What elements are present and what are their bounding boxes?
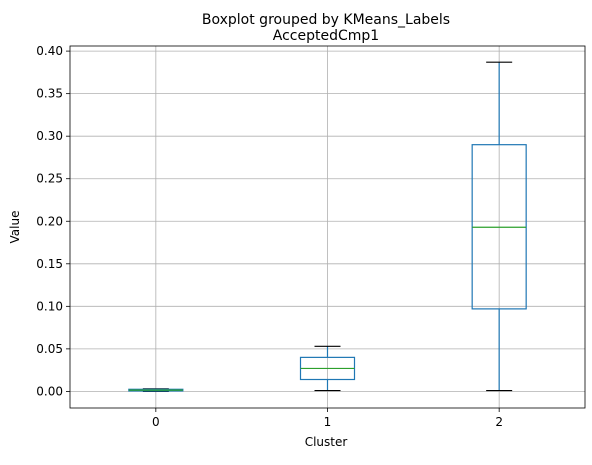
y-axis-ticks: 0.00 0.05 0.10 0.15 0.20 0.25 0.30 0.35 0.40 bbox=[36, 44, 70, 398]
boxes bbox=[128, 61, 527, 393]
x-axis-ticks: 0 1 2 bbox=[152, 408, 503, 429]
y-tick-label: 0.10 bbox=[36, 299, 63, 313]
x-tick-label: 0 bbox=[152, 415, 160, 429]
chart-suptitle: Boxplot grouped by KMeans_Labels bbox=[202, 12, 450, 28]
chart-title: AcceptedCmp1 bbox=[273, 28, 379, 44]
box-2 bbox=[471, 61, 527, 392]
y-tick-label: 0.00 bbox=[36, 384, 63, 398]
box-0 bbox=[128, 388, 184, 393]
x-tick-label: 1 bbox=[324, 415, 332, 429]
x-tick-label: 2 bbox=[495, 415, 503, 429]
y-tick-label: 0.20 bbox=[36, 214, 63, 228]
y-tick-label: 0.40 bbox=[36, 44, 63, 58]
y-tick-label: 0.05 bbox=[36, 342, 63, 356]
y-tick-label: 0.30 bbox=[36, 129, 63, 143]
x-axis-label: Cluster bbox=[305, 435, 348, 449]
y-tick-label: 0.35 bbox=[36, 87, 63, 101]
y-axis-label: Value bbox=[8, 211, 22, 244]
y-tick-label: 0.25 bbox=[36, 172, 63, 186]
box-1 bbox=[299, 345, 356, 392]
y-tick-label: 0.15 bbox=[36, 257, 63, 271]
